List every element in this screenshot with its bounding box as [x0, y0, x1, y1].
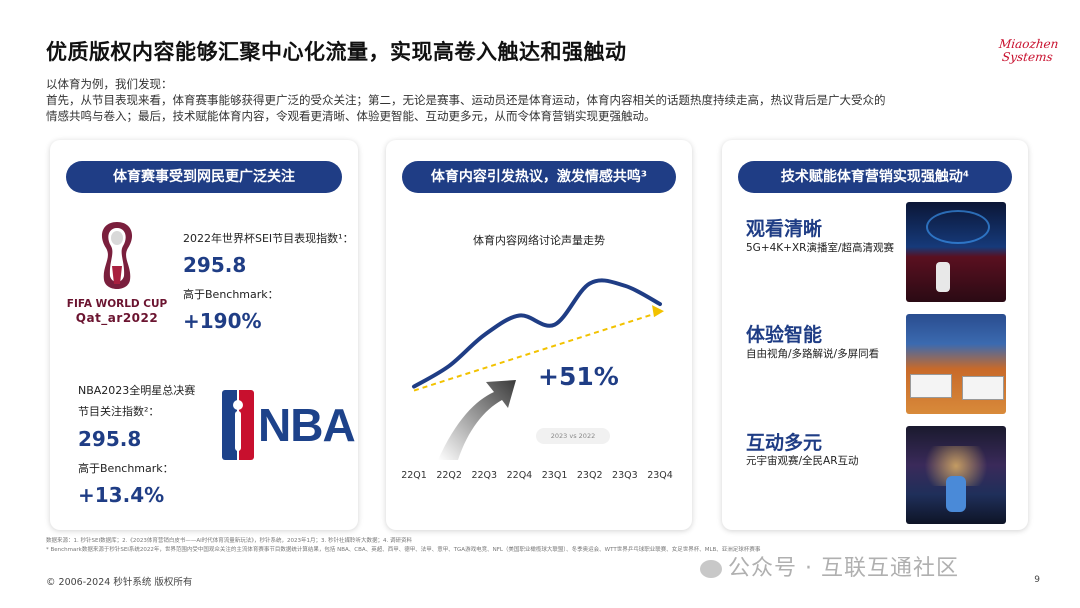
feature-desc-smart: 自由视角/多路解说/多屏同看	[746, 348, 880, 360]
x-tick-label: 23Q2	[577, 470, 603, 481]
feature-title-clarity: 观看清晰	[746, 218, 823, 240]
studio-xr-image	[906, 202, 1006, 302]
nba-index-value: 295.8	[78, 427, 142, 451]
intro-paragraph: 以体育为例，我们发现： 首先，从节目表现来看，体育赛事能够获得更广泛的受众关注；…	[46, 76, 1046, 124]
feature-title-interactive: 互动多元	[746, 432, 823, 454]
card2-header: 体育内容引发热议，激发情感共鸣³	[402, 161, 676, 193]
x-tick-label: 23Q3	[612, 470, 638, 481]
wc-bench-label: 高于Benchmark：	[183, 288, 279, 301]
card-audience-attention: 体育赛事受到网民更广泛关注 FIFA WORLD CUP Qat_ar2022 …	[50, 140, 358, 530]
x-tick-label: 22Q4	[507, 470, 533, 481]
card-discussion-trend: 体育内容引发热议，激发情感共鸣³ 体育内容网络讨论声量走势 22Q1 22Q2 22…	[386, 140, 692, 530]
fifa-world-cup-logo: FIFA WORLD CUP Qat_ar2022	[62, 218, 172, 330]
miaozhen-logo: Miaozhen Systems	[997, 37, 1060, 64]
card1-header: 体育赛事受到网民更广泛关注	[66, 161, 342, 193]
copyright: © 2006-2024 秒针系统 版权所有	[46, 577, 193, 588]
intro-line3: 情感共鸣与卷入；最后，技术赋能体育内容，令观看更清晰、体验更智能、互动更多元，从…	[46, 109, 656, 123]
world-cup-trophy-icon	[101, 222, 133, 289]
nba-silhouette-icon	[222, 390, 254, 460]
compare-badge: 2023 vs 2022	[536, 428, 610, 444]
wc-logo-line2: Qat_ar2022	[75, 311, 159, 325]
nba-label-line2: 节目关注指数²：	[78, 405, 160, 418]
page-title: 优质版权内容能够汇聚中心化流量，实现高卷入触达和强触动	[46, 40, 627, 64]
metaverse-ar-image	[906, 426, 1006, 524]
nba-logo-text: NBA	[258, 399, 356, 451]
card3-header: 技术赋能体育营销实现强触动⁴	[738, 161, 1012, 193]
footnotes: 数据来源：1. 秒针SEI数据库；2.《2023体育营销白皮书——AI时代体育流…	[46, 537, 946, 555]
x-tick-label: 22Q3	[471, 470, 497, 481]
footnote-sources: 数据来源：1. 秒针SEI数据库；2.《2023体育营销白皮书——AI时代体育流…	[46, 538, 412, 544]
series-line	[412, 278, 662, 389]
wechat-watermark: 公众号 · 互联互通社区	[700, 550, 959, 582]
wc-index-label: 2022年世界杯SEI节目表现指数¹：	[183, 232, 354, 245]
intro-line1: 以体育为例，我们发现：	[46, 77, 173, 91]
nba-bench-label: 高于Benchmark：	[78, 462, 174, 475]
growth-value: +51%	[538, 362, 619, 391]
volleyball-multiview-image	[906, 314, 1006, 414]
chart-title: 体育内容网络讨论声量走势	[473, 234, 605, 247]
x-tick-label: 22Q1	[401, 470, 427, 481]
wc-bench-value: +190%	[183, 309, 262, 333]
feature-desc-clarity: 5G+4K+XR演播室/超高清观赛	[746, 242, 895, 254]
nba-logo: NBA	[222, 390, 356, 460]
trend-dashed-line	[413, 311, 661, 392]
card-tech-empowerment: 技术赋能体育营销实现强触动⁴ 观看清晰 5G+4K+XR演播室/超高清观赛 体验…	[722, 140, 1028, 530]
feature-desc-interactive: 元宇宙观赛/全民AR互动	[746, 455, 859, 467]
growth-arrow-icon	[438, 380, 516, 460]
x-tick-label: 23Q4	[647, 470, 673, 481]
feature-title-smart: 体验智能	[746, 324, 823, 346]
wc-logo-line1: FIFA WORLD CUP	[66, 298, 168, 310]
watermark-text: 公众号 · 互联互通社区	[728, 556, 959, 581]
trend-line-chart: 22Q1 22Q2 22Q3 22Q4 23Q1 23Q2 23Q3 23Q4	[401, 278, 673, 481]
footnote-benchmark: * Benchmark数据来源于秒针SEI系统2022年，世界范围内受中国观众关…	[46, 547, 761, 553]
x-tick-label: 22Q2	[436, 470, 462, 481]
trend-arrowhead-icon	[652, 305, 664, 318]
page-number: 9	[1034, 575, 1040, 585]
nba-label-line1: NBA2023全明星总决赛	[78, 384, 196, 397]
wechat-icon	[700, 560, 722, 578]
x-tick-label: 23Q1	[542, 470, 568, 481]
nba-bench-value: +13.4%	[78, 483, 165, 507]
intro-line2: 首先，从节目表现来看，体育赛事能够获得更广泛的受众关注；第二，无论是赛事、运动员…	[46, 93, 886, 107]
logo-line2: Systems	[1001, 50, 1054, 64]
wc-index-value: 295.8	[183, 253, 247, 277]
